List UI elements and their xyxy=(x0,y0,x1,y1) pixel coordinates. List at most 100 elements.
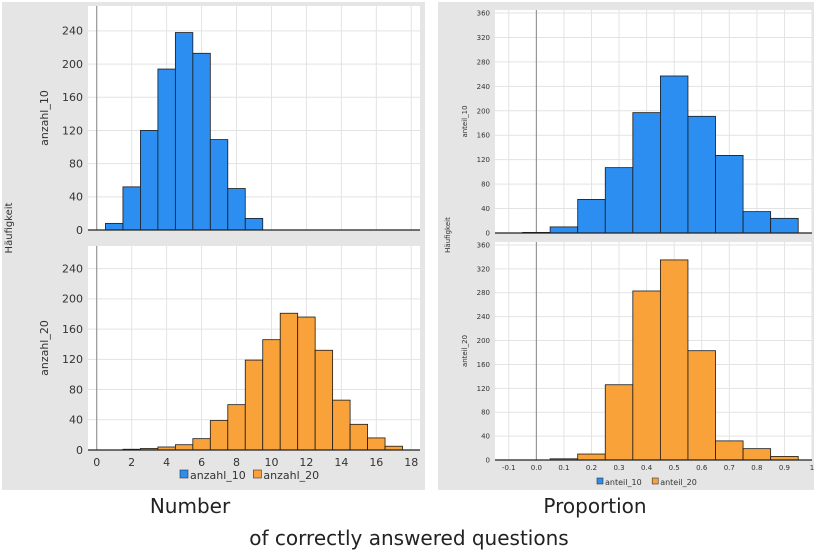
right-subplot-anteil_10: 0 40 80 120 160 200 240 280 320 360 anteil_10 xyxy=(461,10,813,237)
histogram-bar-anzahl_20 xyxy=(314,349,334,451)
y-tick-label: 200 xyxy=(62,293,83,306)
subplot-y-label: anzahl_20 xyxy=(38,320,51,376)
left-panel: 04080120160200240anzahl_1004080120160200… xyxy=(2,2,425,490)
histogram-bar-anzahl_10 xyxy=(227,188,246,231)
left-subplot-anzahl_20: 0 40 80 120 160 200 240 anzahl_20 xyxy=(38,246,420,457)
right-panel: 0 40 80 120 160 200 240 280 320 360 anteil_10 0 40 80… xyxy=(438,2,814,490)
shared-y-label: Häufigkeit xyxy=(444,217,452,253)
right-subplot-anteil_20: 0 40 80 120 160 200 240 280 320 360 anteil_20 xyxy=(461,241,813,464)
histogram-bar-anzahl_20 xyxy=(279,312,299,451)
histogram-bar-anzahl_20 xyxy=(262,339,281,451)
histogram-bar-anteil_20 xyxy=(659,259,689,461)
x-tick-label: 0.4 xyxy=(641,464,653,472)
y-tick-label: 120 xyxy=(477,156,490,164)
x-tick-label: 14 xyxy=(334,456,348,469)
y-tick-label: 280 xyxy=(477,58,490,66)
histogram-bar-anteil_10 xyxy=(770,217,799,234)
histogram-bar-anzahl_10 xyxy=(174,32,194,231)
y-tick-label: 40 xyxy=(69,191,83,204)
histogram-bar-anteil_20 xyxy=(715,440,744,461)
y-tick-label: 200 xyxy=(477,337,490,345)
histogram-bar-anteil_10 xyxy=(715,155,744,234)
histogram-bar-anzahl_20 xyxy=(349,423,368,451)
y-tick-label: 320 xyxy=(477,34,490,42)
histogram-bar-anzahl_20 xyxy=(332,399,351,451)
histogram-bar-anzahl_10 xyxy=(105,222,124,231)
y-tick-label: 40 xyxy=(481,433,490,441)
histogram-bar-anteil_20 xyxy=(604,384,634,461)
histogram-bar-anzahl_20 xyxy=(367,437,386,451)
histogram-bar-anzahl_10 xyxy=(209,139,229,231)
x-tick-label: 0.8 xyxy=(751,464,762,472)
histogram-bar-anteil_10 xyxy=(687,115,716,234)
y-tick-label: 200 xyxy=(477,107,490,115)
histogram-bar-anzahl_10 xyxy=(122,186,141,231)
x-tick-label: 0.5 xyxy=(669,464,680,472)
legend-swatch-anteil_20 xyxy=(651,477,659,485)
y-tick-label: 240 xyxy=(477,313,490,321)
histogram-bar-anzahl_20 xyxy=(192,438,211,451)
histogram-bar-anteil_20 xyxy=(577,453,606,461)
x-tick-label: 10 xyxy=(264,456,278,469)
subplot-y-label: anteil_20 xyxy=(461,335,469,367)
legend-label-anteil_20: anteil_20 xyxy=(660,478,697,487)
histogram-bar-anzahl_10 xyxy=(244,217,264,231)
y-tick-label: 320 xyxy=(477,265,490,273)
subplot-y-label: anteil_10 xyxy=(461,105,469,137)
histogram-bar-anteil_20 xyxy=(742,448,772,461)
y-tick-label: 80 xyxy=(481,409,490,417)
y-tick-label: 240 xyxy=(62,263,83,276)
x-tick-label: 18 xyxy=(404,456,418,469)
y-tick-label: 0 xyxy=(486,229,490,237)
x-tick-label: 0 xyxy=(93,456,100,469)
x-tick-label: 0.1 xyxy=(558,464,569,472)
y-tick-label: 280 xyxy=(477,289,490,297)
caption-correct-answers: of correctly answered questions xyxy=(249,526,569,550)
x-tick-label: 0.6 xyxy=(696,464,708,472)
histogram-bar-anteil_10 xyxy=(632,112,661,234)
y-tick-label: 120 xyxy=(477,385,490,393)
shared-y-label: Häufigkeit xyxy=(4,202,15,253)
y-tick-label: 40 xyxy=(69,414,83,427)
histogram-bar-anteil_10 xyxy=(604,167,634,234)
y-tick-label: 80 xyxy=(69,157,83,170)
x-tick-label: 16 xyxy=(369,456,383,469)
x-tick-label: 4 xyxy=(163,456,170,469)
y-tick-label: 160 xyxy=(477,361,490,369)
histogram-bar-anzahl_10 xyxy=(157,68,176,231)
legend-label-anzahl_10: anzahl_10 xyxy=(190,469,246,482)
y-tick-label: 200 xyxy=(62,58,83,71)
histogram-bar-anzahl_20 xyxy=(174,444,194,451)
caption-number: Number xyxy=(149,494,231,518)
histogram-bar-anteil_20 xyxy=(632,290,661,461)
histogram-bar-anzahl_20 xyxy=(227,404,246,451)
x-tick-label: 6 xyxy=(198,456,205,469)
left-subplot-anzahl_10: 0 40 80 120 160 200 240 anzahl_10 xyxy=(38,6,420,237)
x-tick-label: 12 xyxy=(299,456,313,469)
histogram-bar-anteil_20 xyxy=(687,350,716,461)
legend-swatch-anzahl_20 xyxy=(253,469,262,479)
y-tick-label: 160 xyxy=(477,132,490,140)
y-tick-label: 120 xyxy=(62,124,83,137)
y-tick-label: 160 xyxy=(62,323,83,336)
x-tick-label: 0.0 xyxy=(531,464,542,472)
histogram-bar-anzahl_10 xyxy=(140,130,159,231)
y-tick-label: 0 xyxy=(486,456,490,464)
x-tick-label: 0.7 xyxy=(724,464,735,472)
y-tick-label: 80 xyxy=(481,181,490,189)
x-tick-label: 0.9 xyxy=(779,464,790,472)
histogram-bar-anzahl_20 xyxy=(297,316,316,451)
legend-label-anteil_10: anteil_10 xyxy=(605,478,642,487)
histogram-bar-anzahl_10 xyxy=(192,52,211,231)
histogram-bar-anteil_10 xyxy=(577,198,606,234)
histogram-bar-anzahl_20 xyxy=(244,359,264,451)
x-tick-label: 0.3 xyxy=(613,464,624,472)
caption-proportion: Proportion xyxy=(543,494,647,518)
y-tick-label: 240 xyxy=(477,83,490,91)
histogram-bar-anteil_10 xyxy=(742,211,772,234)
x-tick-label: 8 xyxy=(233,456,240,469)
y-tick-label: 160 xyxy=(62,91,83,104)
y-tick-label: 80 xyxy=(69,383,83,396)
histogram-bar-anzahl_20 xyxy=(209,420,229,451)
